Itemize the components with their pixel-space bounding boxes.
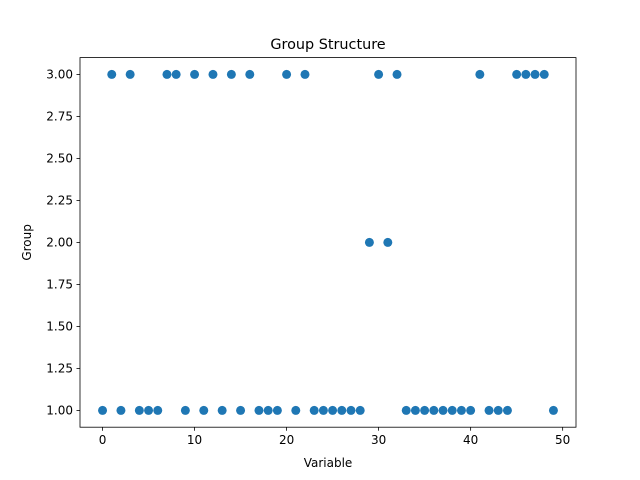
data-point — [236, 405, 246, 415]
data-point — [429, 405, 439, 415]
y-tick-label: 2.75 — [46, 110, 73, 124]
x-tick-label: 50 — [555, 433, 570, 447]
data-point — [530, 69, 540, 79]
y-tick-label: 1.50 — [46, 320, 73, 334]
data-point — [107, 69, 117, 79]
data-point — [190, 69, 200, 79]
data-point — [272, 405, 282, 415]
data-point — [291, 405, 301, 415]
x-tick-label: 30 — [371, 433, 386, 447]
x-tick-label: 0 — [99, 433, 107, 447]
data-point — [512, 69, 522, 79]
data-point — [226, 69, 236, 79]
data-point — [364, 237, 374, 247]
data-point — [171, 69, 181, 79]
data-point — [245, 69, 255, 79]
data-point — [328, 405, 338, 415]
y-tick-label: 3.00 — [46, 68, 73, 82]
data-point — [502, 405, 512, 415]
x-axis-ticks: 0 10 20 30 40 50 — [99, 427, 570, 447]
data-point — [456, 405, 466, 415]
data-point — [521, 69, 531, 79]
data-points — [98, 69, 558, 415]
data-point — [392, 69, 402, 79]
y-tick-label: 1.75 — [46, 278, 73, 292]
x-tick-label: 40 — [463, 433, 478, 447]
data-point — [346, 405, 356, 415]
data-point — [401, 405, 411, 415]
y-axis-ticks: 1.00 1.25 1.50 1.75 2.00 2.25 2.50 2.75 3.00 — [46, 68, 80, 418]
data-point — [539, 69, 549, 79]
data-point — [493, 405, 503, 415]
data-point — [355, 405, 365, 415]
data-point — [199, 405, 209, 415]
data-point — [475, 69, 485, 79]
x-axis-label: Variable — [304, 456, 353, 470]
data-point — [410, 405, 420, 415]
data-point — [217, 405, 227, 415]
data-point — [438, 405, 448, 415]
data-point — [282, 69, 292, 79]
x-tick-label: 20 — [279, 433, 294, 447]
data-point — [263, 405, 273, 415]
data-point — [116, 405, 126, 415]
data-point — [420, 405, 430, 415]
data-point — [153, 405, 163, 415]
y-tick-label: 1.00 — [46, 404, 73, 418]
data-point — [309, 405, 319, 415]
y-tick-label: 2.50 — [46, 152, 73, 166]
data-point — [374, 69, 384, 79]
data-point — [162, 69, 172, 79]
chart-title: Group Structure — [270, 37, 385, 53]
data-point — [484, 405, 494, 415]
y-tick-label: 2.25 — [46, 194, 73, 208]
data-point — [180, 405, 190, 415]
data-point — [466, 405, 476, 415]
data-point — [318, 405, 328, 415]
y-tick-label: 1.25 — [46, 362, 73, 376]
data-point — [125, 69, 135, 79]
data-point — [144, 405, 154, 415]
data-point — [98, 405, 108, 415]
y-axis-label: Group — [20, 224, 34, 261]
data-point — [447, 405, 457, 415]
data-point — [337, 405, 347, 415]
data-point — [548, 405, 558, 415]
data-point — [208, 69, 218, 79]
data-point — [134, 405, 144, 415]
data-point — [300, 69, 310, 79]
data-point — [383, 237, 393, 247]
x-tick-label: 10 — [187, 433, 202, 447]
data-point — [254, 405, 264, 415]
y-tick-label: 2.00 — [46, 236, 73, 250]
